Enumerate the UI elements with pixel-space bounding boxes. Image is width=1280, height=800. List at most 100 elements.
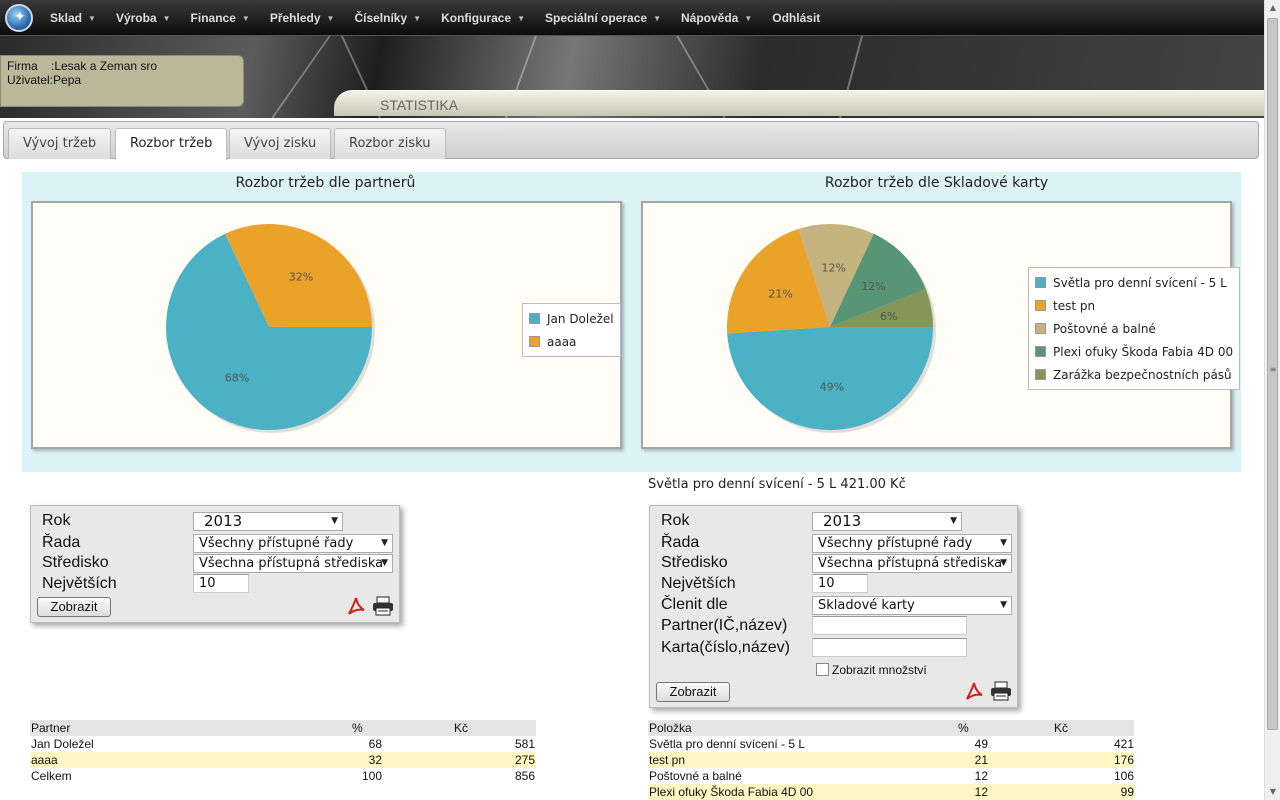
table-cell: Položka — [649, 721, 692, 735]
table-row: Celkem 100 856 — [30, 768, 536, 784]
slice-percent-label: 12% — [822, 261, 846, 274]
table-cell: Partner — [31, 721, 71, 735]
table-cell: aaaa — [31, 753, 58, 767]
chevron-down-icon: ▼ — [950, 516, 957, 526]
chart-title-partners: Rozbor tržeb dle partnerů — [235, 175, 416, 191]
legend-item: Poštovné a balné — [1035, 317, 1233, 340]
chevron-down-icon: ▼ — [744, 13, 753, 23]
chevron-down-icon: ▼ — [653, 13, 661, 23]
menu-item-1[interactable]: Výroba ▼ — [106, 11, 181, 25]
table-row: Poštovné a balné 12 106 — [648, 768, 1134, 784]
rok-select[interactable]: 2013 ▼ — [193, 512, 343, 531]
tab-rozbor-zisku[interactable]: Rozbor zisku — [334, 128, 446, 159]
partner-input[interactable] — [812, 616, 967, 635]
menu-item-5[interactable]: Konfigurace ▼ — [431, 11, 535, 25]
table-header: Partner% Kč — [30, 720, 536, 736]
menu-item-3[interactable]: Přehledy ▼ — [260, 11, 345, 25]
table-cell: % — [958, 721, 969, 735]
pie-slice-0[interactable] — [166, 233, 372, 430]
chart-cards: 49% 21% 12% 12% 6% Světla pro denní svícení … — [641, 201, 1241, 449]
pie-slice-1[interactable] — [727, 229, 830, 334]
zobrazit-button[interactable]: Zobrazit — [656, 682, 730, 702]
printer-icon[interactable] — [990, 681, 1012, 701]
pie-slice-3[interactable] — [830, 233, 926, 327]
user-line: Uživatel:Pepa — [7, 73, 82, 87]
menu-item-label: Nápověda — [680, 11, 739, 25]
chevron-down-icon: ▼ — [517, 13, 526, 23]
table-row: Světla pro denní svícení - 5 L 49 421 — [648, 736, 1134, 752]
legend-swatch — [1035, 300, 1046, 311]
right-filter-form: Rok 2013 ▼ Řada Všechny přístupné řady ▼ S… — [649, 505, 1018, 708]
firm-line: Firma :Lesak a Zeman sro — [7, 59, 158, 73]
menu-item-8[interactable]: Odhlásit — [762, 11, 830, 25]
table-row: Plexi ofuky Škoda Fabia 4D 00 12 99 — [648, 784, 1134, 800]
mnozstvi-checkbox[interactable] — [816, 663, 829, 676]
legend-label: Poštovné a balné — [1053, 321, 1156, 336]
legend-swatch — [529, 336, 540, 347]
rada-select[interactable]: Všechny přístupné řady ▼ — [812, 534, 1012, 553]
menu-item-0[interactable]: Sklad ▼ — [40, 11, 106, 25]
printer-icon[interactable] — [372, 596, 394, 616]
stredisko-value: Všechna přístupná střediska — [818, 556, 1003, 571]
slice-percent-label: 12% — [861, 280, 885, 293]
chart-panel: Rozbor tržeb dle partnerů 68% 32% Jan Dol… — [22, 172, 1241, 472]
table-cell: 275 — [514, 753, 535, 767]
stredisko-label: Středisko — [42, 554, 109, 571]
legend-cards: Světla pro denní svícení - 5 L test pn Poš… — [1028, 267, 1241, 390]
app-logo-icon[interactable]: ✦ — [5, 4, 33, 32]
stredisko-select[interactable]: Všechna přístupná střediska ▼ — [812, 554, 1012, 573]
slice-percent-label: 6% — [880, 310, 897, 323]
chevron-down-icon: ▼ — [331, 516, 338, 526]
chevron-down-icon: ▼ — [326, 13, 335, 23]
main-menu: Sklad ▼ Výroba ▼ Finance ▼ Přehledy ▼ Číselníky ▼… — [40, 0, 830, 36]
chevron-down-icon: ▼ — [1000, 538, 1007, 548]
partner-table: Partner% Kč Jan Doležel 68 581 aaaa 32 275 Celke… — [30, 720, 536, 784]
pie-slice-0[interactable] — [727, 327, 933, 431]
tab-rozbor-trzeb[interactable]: Rozbor tržeb — [115, 128, 228, 160]
pdf-icon[interactable] — [964, 681, 984, 701]
table-cell: 176 — [1113, 753, 1134, 767]
zobrazit-button[interactable]: Zobrazit — [37, 597, 111, 617]
chevron-down-icon: ▼ — [241, 13, 250, 23]
nejvetsich-input[interactable]: 10 — [812, 574, 868, 593]
rada-select[interactable]: Všechny přístupné řady ▼ — [193, 534, 393, 553]
table-cell: 106 — [1113, 769, 1134, 783]
clenit-select[interactable]: Skladové karty ▼ — [812, 596, 1012, 615]
scroll-up-icon[interactable]: ▲ — [1269, 3, 1277, 12]
table-cell: 856 — [514, 769, 535, 783]
table-cell: Kč — [1054, 721, 1069, 735]
pie-slice-2[interactable] — [798, 224, 874, 327]
vertical-scrollbar[interactable]: ▲ ≡ ▼ — [1264, 0, 1280, 800]
page-title-bar: STATISTIKA — [334, 90, 1264, 116]
pie-slice-4[interactable] — [830, 289, 933, 327]
stredisko-label: Středisko — [661, 554, 728, 571]
slice-percent-label: 21% — [768, 287, 792, 300]
rok-label: Rok — [42, 512, 71, 529]
menu-item-4[interactable]: Číselníky ▼ — [344, 11, 431, 25]
karta-input[interactable] — [812, 638, 967, 657]
rok-select[interactable]: 2013 ▼ — [812, 512, 962, 531]
rok-value: 2013 — [204, 512, 243, 530]
scroll-thumb[interactable] — [1267, 18, 1278, 730]
table-cell: 421 — [1113, 737, 1134, 751]
pie-slice-1[interactable] — [225, 224, 372, 327]
rada-label: Řada — [661, 534, 700, 551]
nejvetsich-input[interactable]: 10 — [193, 574, 249, 593]
stredisko-select[interactable]: Všechna přístupná střediska ▼ — [193, 554, 393, 573]
legend-swatch — [1035, 323, 1046, 334]
table-row: test pn 21 176 — [648, 752, 1134, 768]
menu-item-label: Speciální operace — [545, 11, 648, 25]
menu-item-2[interactable]: Finance ▼ — [181, 11, 260, 25]
scroll-down-icon[interactable]: ▼ — [1269, 787, 1277, 796]
table-cell: 21 — [974, 753, 988, 767]
legend-item: aaaa — [529, 330, 614, 353]
tab-vyvoj-trzeb[interactable]: Vývoj tržeb — [8, 128, 112, 159]
stredisko-value: Všechna přístupná střediska — [199, 556, 384, 571]
tab-vyvoj-zisku[interactable]: Vývoj zisku — [229, 128, 332, 159]
menu-item-7[interactable]: Nápověda ▼ — [671, 11, 762, 25]
pdf-icon[interactable] — [346, 596, 366, 616]
table-cell: 12 — [974, 769, 988, 783]
rada-value: Všechny přístupné řady — [818, 536, 973, 551]
menu-item-label: Sklad — [50, 11, 83, 25]
menu-item-6[interactable]: Speciální operace ▼ — [535, 11, 671, 25]
